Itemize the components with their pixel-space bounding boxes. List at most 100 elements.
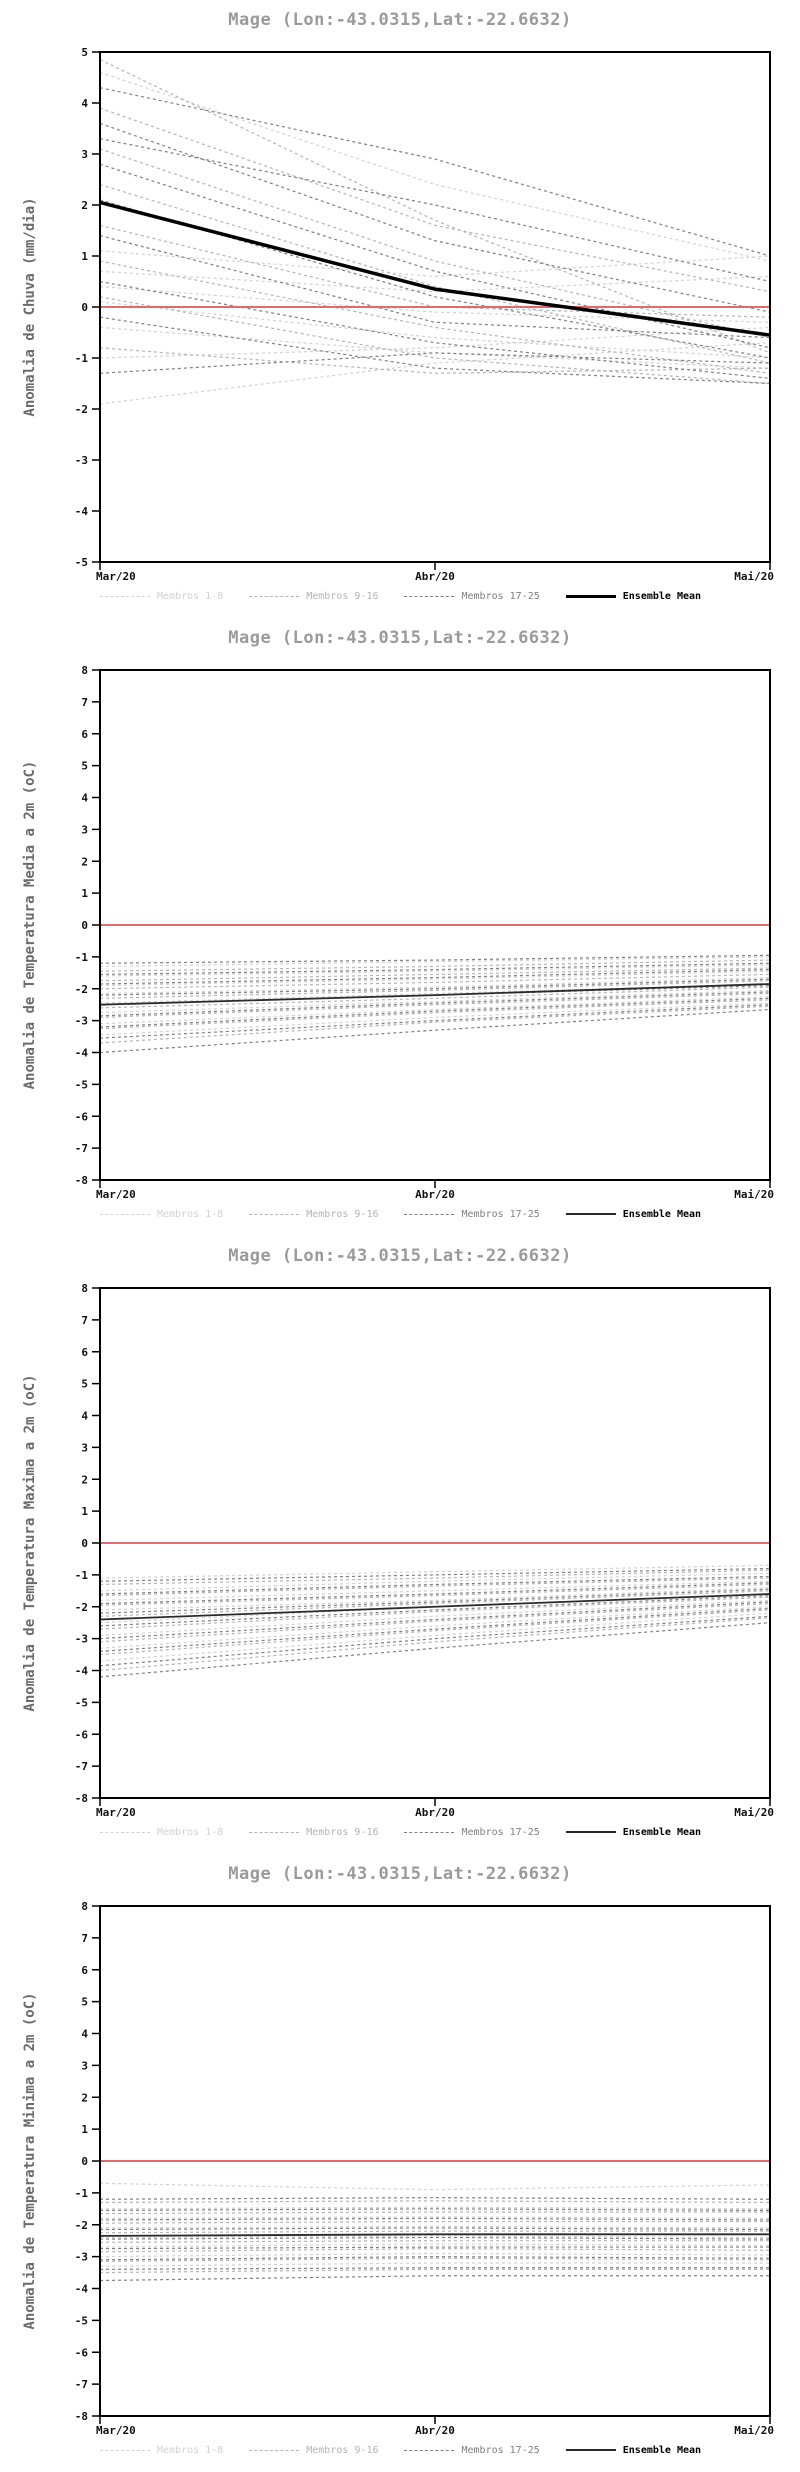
legend-label: Membros 9-16 <box>306 590 379 602</box>
legend-label: Membros 17-25 <box>461 1826 540 1838</box>
members-9-16-line-sample <box>249 595 300 597</box>
svg-text:Mar/20: Mar/20 <box>96 2424 136 2437</box>
svg-text:-1: -1 <box>75 2187 89 2200</box>
min-temp-anomaly-chart: Mage (Lon:-43.0315,Lat:-22.6632) Anomali… <box>0 1854 800 2472</box>
legend-item: Membros 17-25 <box>404 1826 540 1838</box>
svg-text:8: 8 <box>81 1900 88 1913</box>
legend-item: Membros 1-8 <box>100 1209 223 1220</box>
chart-title: Mage (Lon:-43.0315,Lat:-22.6632) <box>228 628 572 648</box>
plot-canvas: -5 -4 -3 -2 -1 0 1 2 3 4 5 Mar/20 Abr/20 Mai/20 <box>75 46 774 583</box>
svg-text:2: 2 <box>81 855 88 868</box>
legend-label: Membros 1-8 <box>157 2444 224 2456</box>
members-1-8-line-sample <box>100 595 150 597</box>
plot-canvas: -8 -7 -6 -5 -4 -3 -2 -1 0 1 2 3 4 5 6 7 8 Mar/20 Abr/20 Mai… <box>75 1900 774 2437</box>
svg-text:4: 4 <box>81 2028 88 2041</box>
svg-text:6: 6 <box>81 728 88 741</box>
svg-text:0: 0 <box>81 2155 88 2168</box>
svg-text:5: 5 <box>81 46 88 59</box>
svg-text:-5: -5 <box>75 1696 88 1709</box>
svg-text:5: 5 <box>81 760 88 773</box>
rain-anomaly-chart: Mage (Lon:-43.0315,Lat:-22.6632) Anomali… <box>0 0 800 618</box>
legend-item: Ensemble Mean <box>565 1209 701 1220</box>
legend-label: Ensemble Mean <box>622 1826 702 1838</box>
ensemble-mean-line-sample <box>565 1831 616 1833</box>
members-9-16-line-sample <box>249 2449 300 2451</box>
members-1-8-line-sample <box>100 1213 150 1215</box>
members-17-25-line-sample <box>404 595 455 597</box>
chart-title: Mage (Lon:-43.0315,Lat:-22.6632) <box>228 1864 572 1884</box>
svg-text:0: 0 <box>81 301 88 314</box>
legend-label: Membros 9-16 <box>306 2444 379 2456</box>
svg-text:Abr/20: Abr/20 <box>415 570 455 583</box>
legend-label: Membros 17-25 <box>461 590 540 602</box>
svg-text:6: 6 <box>81 1964 88 1977</box>
svg-text:5: 5 <box>81 1996 88 2009</box>
legend: Membros 1-8 Membros 9-16 Membros 17-25 E… <box>100 1204 776 1224</box>
legend-label: Membros 9-16 <box>306 1826 379 1838</box>
svg-text:4: 4 <box>81 97 88 110</box>
svg-text:5: 5 <box>81 1378 88 1391</box>
legend-label: Membros 17-25 <box>461 2444 540 2456</box>
svg-text:Mai/20: Mai/20 <box>734 2424 774 2437</box>
legend-item: Membros 9-16 <box>249 591 378 602</box>
svg-text:-2: -2 <box>75 2219 88 2232</box>
svg-text:Abr/20: Abr/20 <box>415 1806 455 1819</box>
svg-text:3: 3 <box>81 823 88 836</box>
svg-text:-3: -3 <box>75 454 88 467</box>
svg-text:4: 4 <box>81 1410 88 1423</box>
legend-label: Membros 1-8 <box>157 1208 224 1220</box>
svg-text:-4: -4 <box>75 505 89 518</box>
legend-item: Membros 9-16 <box>249 1209 378 1220</box>
legend-label: Ensemble Mean <box>622 2444 702 2456</box>
svg-text:7: 7 <box>81 1314 88 1327</box>
svg-text:-3: -3 <box>75 2251 88 2264</box>
ensemble-mean-line-sample <box>565 2449 616 2451</box>
members-1-8-line-sample <box>100 1831 150 1833</box>
legend-item: Membros 9-16 <box>249 2445 378 2456</box>
svg-text:-4: -4 <box>75 2283 89 2296</box>
svg-text:8: 8 <box>81 664 88 677</box>
plot-canvas: -8 -7 -6 -5 -4 -3 -2 -1 0 1 2 3 4 5 6 7 8 Mar/20 Abr/20 Mai… <box>75 664 774 1201</box>
legend-label: Membros 1-8 <box>157 590 224 602</box>
svg-text:-2: -2 <box>75 1601 88 1614</box>
svg-text:Mar/20: Mar/20 <box>96 1188 136 1201</box>
svg-text:-1: -1 <box>75 1569 89 1582</box>
svg-text:-4: -4 <box>75 1665 89 1678</box>
ensemble-mean-line-sample <box>565 1213 616 1215</box>
svg-text:1: 1 <box>81 887 88 900</box>
svg-text:2: 2 <box>81 1473 88 1486</box>
svg-text:Abr/20: Abr/20 <box>415 2424 455 2437</box>
legend-label: Membros 17-25 <box>461 1208 540 1220</box>
svg-text:-1: -1 <box>75 352 89 365</box>
svg-text:-6: -6 <box>75 1110 89 1123</box>
svg-text:-3: -3 <box>75 1633 88 1646</box>
members-17-25-line-sample <box>404 2449 455 2451</box>
chart-title: Mage (Lon:-43.0315,Lat:-22.6632) <box>228 10 572 30</box>
svg-text:7: 7 <box>81 696 88 709</box>
svg-text:-6: -6 <box>75 2346 89 2359</box>
svg-text:7: 7 <box>81 1932 88 1945</box>
members-17-25-line-sample <box>404 1831 455 1833</box>
legend: Membros 1-8 Membros 9-16 Membros 17-25 E… <box>100 2440 776 2460</box>
legend-item: Membros 17-25 <box>404 1208 540 1220</box>
legend-item: Membros 17-25 <box>404 590 540 602</box>
svg-text:-8: -8 <box>75 2410 88 2423</box>
svg-text:Mai/20: Mai/20 <box>734 570 774 583</box>
svg-text:-6: -6 <box>75 1728 89 1741</box>
legend-label: Ensemble Mean <box>622 590 702 602</box>
svg-text:8: 8 <box>81 1282 88 1295</box>
svg-text:3: 3 <box>81 1441 88 1454</box>
members-1-8-line-sample <box>100 2449 150 2451</box>
legend-item: Membros 1-8 <box>100 1827 223 1838</box>
ensemble-mean-line-sample <box>565 594 616 598</box>
svg-text:-5: -5 <box>75 556 88 569</box>
svg-text:0: 0 <box>81 919 88 932</box>
svg-text:-7: -7 <box>75 1142 88 1155</box>
svg-text:-4: -4 <box>75 1047 89 1060</box>
svg-text:1: 1 <box>81 2123 88 2136</box>
svg-text:-7: -7 <box>75 1760 88 1773</box>
svg-text:0: 0 <box>81 1537 88 1550</box>
members-9-16-line-sample <box>249 1831 300 1833</box>
svg-text:-5: -5 <box>75 1078 88 1091</box>
legend-item: Membros 1-8 <box>100 591 223 602</box>
